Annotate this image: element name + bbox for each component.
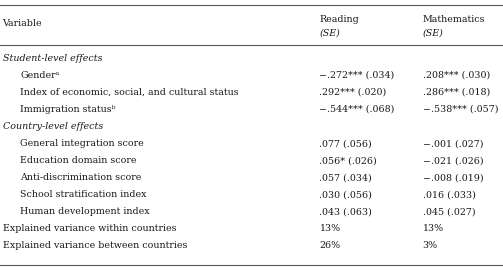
Text: .286*** (.018): .286*** (.018)	[423, 88, 490, 97]
Text: (SE): (SE)	[319, 28, 341, 37]
Text: 26%: 26%	[319, 241, 341, 250]
Text: Genderᵃ: Genderᵃ	[20, 71, 59, 80]
Text: Variable: Variable	[3, 19, 42, 28]
Text: 3%: 3%	[423, 241, 438, 250]
Text: −.001 (.027): −.001 (.027)	[423, 139, 483, 148]
Text: 13%: 13%	[319, 224, 341, 233]
Text: School stratification index: School stratification index	[20, 190, 146, 199]
Text: −.544*** (.068): −.544*** (.068)	[319, 105, 395, 114]
Text: .030 (.056): .030 (.056)	[319, 190, 372, 199]
Text: .045 (.027): .045 (.027)	[423, 207, 475, 216]
Text: Human development index: Human development index	[20, 207, 150, 216]
Text: 13%: 13%	[423, 224, 444, 233]
Text: Reading: Reading	[319, 15, 359, 24]
Text: −.008 (.019): −.008 (.019)	[423, 173, 483, 182]
Text: Explained variance between countries: Explained variance between countries	[3, 241, 187, 250]
Text: Anti-discrimination score: Anti-discrimination score	[20, 173, 141, 182]
Text: Student-level effects: Student-level effects	[3, 54, 102, 63]
Text: Immigration statusᵇ: Immigration statusᵇ	[20, 105, 116, 114]
Text: −.272*** (.034): −.272*** (.034)	[319, 71, 395, 80]
Text: −.538*** (.057): −.538*** (.057)	[423, 105, 498, 114]
Text: General integration score: General integration score	[20, 139, 144, 148]
Text: .056* (.026): .056* (.026)	[319, 156, 377, 165]
Text: Explained variance within countries: Explained variance within countries	[3, 224, 176, 233]
Text: −.021 (.026): −.021 (.026)	[423, 156, 483, 165]
Text: Mathematics: Mathematics	[423, 15, 485, 24]
Text: (SE): (SE)	[423, 28, 444, 37]
Text: Index of economic, social, and cultural status: Index of economic, social, and cultural …	[20, 88, 239, 97]
Text: .208*** (.030): .208*** (.030)	[423, 71, 490, 80]
Text: .043 (.063): .043 (.063)	[319, 207, 372, 216]
Text: .292*** (.020): .292*** (.020)	[319, 88, 387, 97]
Text: .057 (.034): .057 (.034)	[319, 173, 372, 182]
Text: Education domain score: Education domain score	[20, 156, 137, 165]
Text: Country-level effects: Country-level effects	[3, 122, 103, 131]
Text: .016 (.033): .016 (.033)	[423, 190, 475, 199]
Text: .077 (.056): .077 (.056)	[319, 139, 372, 148]
